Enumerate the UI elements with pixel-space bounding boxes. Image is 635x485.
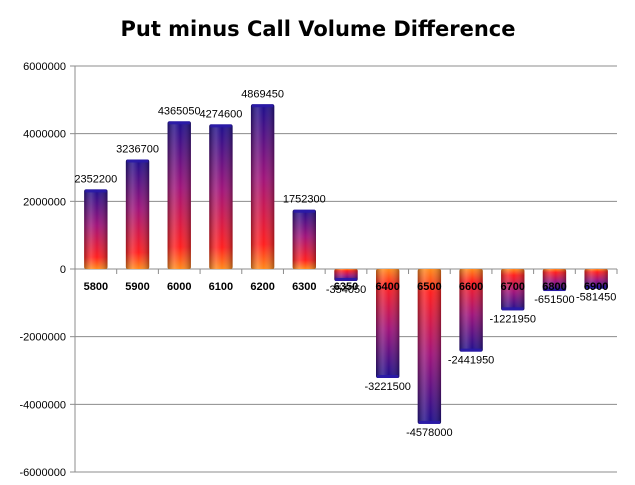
bar-cap bbox=[585, 285, 607, 289]
x-tick-label: 6800 bbox=[542, 281, 566, 293]
bar-shine bbox=[584, 269, 608, 289]
bar-shine bbox=[250, 104, 275, 269]
data-label: -1221950 bbox=[490, 313, 537, 325]
bar-6000 bbox=[167, 121, 191, 269]
bar-cap bbox=[293, 209, 315, 213]
bar-6900 bbox=[584, 269, 608, 289]
y-tick-label: 2000000 bbox=[23, 196, 66, 208]
bar-shine bbox=[125, 159, 150, 269]
bar-shine bbox=[167, 121, 191, 269]
x-tick-label: 6600 bbox=[459, 281, 483, 293]
y-tick-label: 4000000 bbox=[23, 129, 66, 141]
x-tick-label: 6500 bbox=[417, 281, 441, 293]
chart-title: Put minus Call Volume Difference bbox=[120, 17, 515, 41]
data-label: -581450 bbox=[576, 292, 616, 304]
data-label: 1752300 bbox=[283, 194, 326, 206]
y-axis-tick-labels: 6000000 4000000 2000000 0 -2000000 -4000000 -6… bbox=[20, 61, 67, 479]
bar-cap bbox=[418, 420, 441, 424]
x-tick-label: 6900 bbox=[584, 281, 608, 293]
bar-6700 bbox=[501, 269, 525, 311]
data-label: 4274600 bbox=[200, 108, 243, 120]
x-tick-label: 5900 bbox=[125, 281, 149, 293]
x-tick-label: 6700 bbox=[501, 281, 525, 293]
y-tick-label: -4000000 bbox=[20, 399, 67, 411]
bar-cap bbox=[251, 104, 274, 108]
y-tick-label: 6000000 bbox=[23, 61, 66, 73]
bar-6100 bbox=[209, 124, 233, 269]
bar-6200 bbox=[250, 104, 275, 269]
bar-6600 bbox=[459, 269, 483, 352]
bar-cap bbox=[335, 277, 357, 281]
data-label: -3221500 bbox=[364, 381, 411, 393]
bar-shine bbox=[501, 269, 525, 311]
bar-shine bbox=[292, 209, 316, 269]
x-tick-label: 6300 bbox=[292, 281, 316, 293]
x-tick-label: 5800 bbox=[84, 281, 108, 293]
x-tick-label: 6000 bbox=[167, 281, 191, 293]
bar-shine bbox=[542, 269, 567, 292]
bar-6300 bbox=[292, 209, 316, 269]
bar-6350 bbox=[334, 269, 358, 281]
x-axis-tick-labels: 5800 5900 6000 6100 6200 6300 6350 6400 6500 6600… bbox=[84, 281, 609, 293]
bar-6800 bbox=[542, 269, 567, 292]
bar-cap bbox=[460, 348, 482, 352]
bar-cap bbox=[85, 189, 107, 193]
data-label: -4578000 bbox=[406, 427, 453, 439]
data-label: 3236700 bbox=[116, 143, 159, 155]
y-tick-label: 0 bbox=[60, 264, 66, 276]
data-label: 2352200 bbox=[74, 173, 117, 185]
bar-shine bbox=[417, 269, 442, 424]
bar-cap bbox=[126, 159, 149, 163]
bar-6500 bbox=[417, 269, 442, 424]
y-tick-label: -6000000 bbox=[20, 467, 67, 479]
bar-5800 bbox=[84, 189, 108, 269]
data-label: -2441950 bbox=[448, 355, 495, 367]
data-label: -651500 bbox=[534, 294, 574, 306]
bar-shine bbox=[459, 269, 483, 352]
bar-5900 bbox=[125, 159, 150, 269]
bar-cap bbox=[543, 288, 566, 292]
y-tick-label: -2000000 bbox=[20, 332, 67, 344]
bar-cap bbox=[168, 121, 190, 125]
data-label: 4869450 bbox=[241, 88, 284, 100]
bar-6400 bbox=[376, 269, 400, 378]
x-tick-label: 6350 bbox=[334, 281, 358, 293]
bar-shine bbox=[209, 124, 233, 269]
bar-cap bbox=[210, 124, 232, 128]
bar-cap bbox=[502, 307, 524, 311]
bar-shine bbox=[84, 189, 108, 269]
bar-cap bbox=[377, 374, 399, 378]
x-tick-label: 6400 bbox=[375, 281, 399, 293]
bar-shine bbox=[376, 269, 400, 378]
bars bbox=[84, 104, 608, 424]
data-label: -354050 bbox=[326, 284, 366, 296]
data-label: 4365050 bbox=[158, 105, 201, 117]
x-tick-label: 6200 bbox=[250, 281, 274, 293]
x-tick-label: 6100 bbox=[209, 281, 233, 293]
